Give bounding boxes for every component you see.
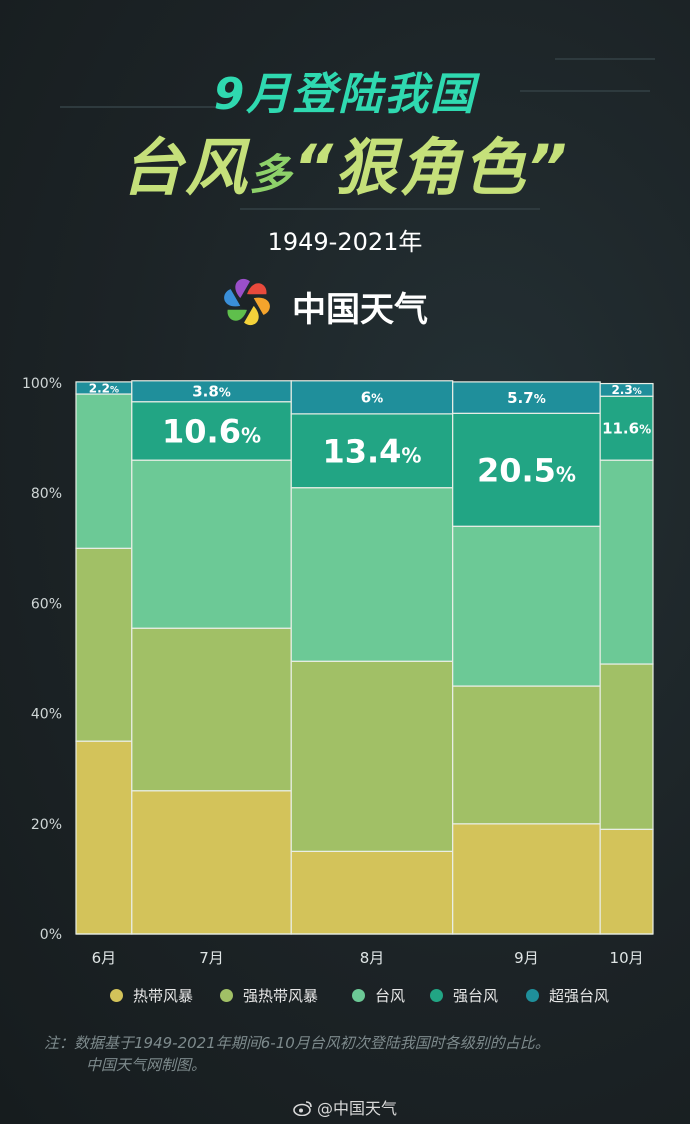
decor-line (60, 106, 230, 108)
legend-label: 台风 (375, 987, 406, 1005)
legend-item: 台风 (352, 985, 405, 1006)
bar-segment-台风 (131, 459, 292, 629)
title-word-many: 多 (249, 150, 294, 199)
title-word-tough: “狠角色” (293, 131, 569, 204)
legend-label: 超强台风 (549, 987, 610, 1005)
x-tick-label: 7月 (199, 949, 224, 967)
x-tick-label: 6月 (92, 949, 117, 967)
decor-line (520, 90, 650, 92)
footnote: 注：数据基于1949-2021年期间6-10月台风初次登陆我国时各级别的占比。 … (44, 1032, 674, 1076)
legend-label: 强台风 (453, 987, 499, 1005)
data-label: 2.2% (89, 381, 119, 395)
bar-segment-强热带风暴 (75, 547, 133, 742)
title-word-typhoon: 台风 (121, 131, 250, 204)
data-label: 10.6% (162, 412, 261, 450)
x-tick-label: 9月 (514, 949, 539, 967)
bar-segment-超强台风 (290, 380, 454, 415)
x-tick-label: 8月 (360, 949, 385, 967)
legend-swatch (352, 989, 365, 1002)
legend-swatch (110, 989, 123, 1002)
bar-segment-台风 (290, 487, 454, 662)
legend-item: 热带风暴 (110, 985, 193, 1006)
bar-segment-热带风暴 (290, 850, 454, 935)
weibo-credit: @中国天气 (0, 1095, 690, 1119)
bar-segment-强台风 (452, 412, 601, 527)
data-label: 20.5% (477, 451, 576, 489)
bar-segment-强台风 (131, 401, 292, 461)
y-tick-label: 100% (22, 376, 62, 392)
weather-china-logo-icon (224, 278, 270, 326)
bar-segment-热带风暴 (75, 740, 133, 935)
bar-segment-超强台风 (599, 382, 654, 397)
bar-segment-热带风暴 (599, 828, 654, 935)
data-label: 3.8% (192, 383, 231, 401)
bar-segment-强热带风暴 (452, 685, 601, 825)
bar-segment-热带风暴 (131, 790, 292, 935)
legend-swatch (526, 989, 539, 1002)
legend-label: 热带风暴 (133, 987, 194, 1005)
title-line-2: 台风多“狠角色” (0, 128, 690, 215)
y-tick-label: 80% (31, 486, 62, 502)
x-tick-label: 10月 (610, 949, 644, 967)
legend-swatch (220, 989, 233, 1002)
data-label: 13.4% (322, 432, 421, 470)
bar-segment-强热带风暴 (131, 627, 292, 792)
bar-segment-强台风 (599, 395, 654, 461)
title-line-1: 9月登陆我国 (213, 69, 477, 120)
legend-label: 强热带风暴 (243, 987, 319, 1005)
data-label: 11.6% (602, 420, 651, 438)
footnote-line-1: 注：数据基于1949-2021年期间6-10月台风初次登陆我国时各级别的占比。 (44, 1034, 550, 1052)
bar-segment-台风 (452, 525, 601, 687)
legend: 热带风暴 强热带风暴 台风 强台风 超强台风 (0, 985, 690, 1009)
decor-line (240, 208, 540, 210)
legend-swatch (430, 989, 443, 1002)
legend-item: 强热带风暴 (220, 985, 318, 1006)
bar-segment-台风 (599, 459, 654, 665)
weibo-icon (293, 1101, 312, 1116)
data-label: 5.7% (507, 389, 546, 407)
decor-line (555, 58, 655, 60)
weibo-handle: @中国天气 (316, 1099, 397, 1118)
y-tick-label: 40% (31, 707, 62, 723)
legend-item: 超强台风 (526, 985, 609, 1006)
bar-segment-热带风暴 (452, 823, 601, 935)
data-label: 2.3% (611, 383, 641, 397)
bar-segment-强台风 (290, 413, 454, 489)
typhoon-stacked-chart: 0% 20% 40% 60% 80% 100% 6月 7月 8月 9月 10月 2.2% 3.8% 10.… (22, 376, 654, 967)
subtitle: 1949-2021年 (267, 228, 423, 256)
legend-item: 强台风 (430, 985, 498, 1006)
footnote-line-2: 中国天气网制图。 (86, 1056, 207, 1074)
bar-segment-超强台风 (452, 381, 601, 414)
y-tick-label: 60% (31, 596, 62, 612)
y-tick-label: 0% (40, 927, 62, 943)
data-label: 6% (361, 389, 383, 407)
y-tick-label: 20% (31, 817, 62, 833)
bar-segment-强热带风暴 (290, 660, 454, 852)
bar-segment-强热带风暴 (599, 663, 654, 830)
bar-segment-台风 (75, 393, 133, 549)
brand-name: 中国天气 (292, 290, 428, 330)
